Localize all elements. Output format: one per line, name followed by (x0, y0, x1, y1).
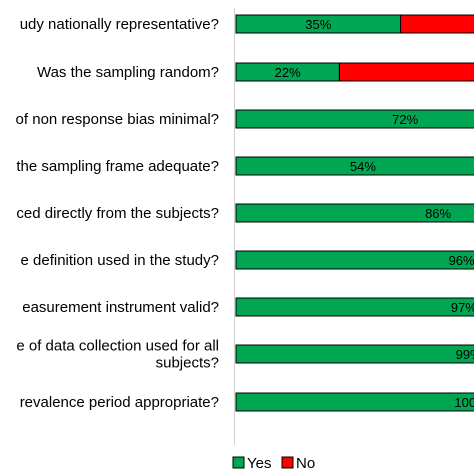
category-label: revalence period appropriate? (20, 394, 219, 411)
bar-yes (235, 203, 474, 223)
value-label: 35% (305, 17, 331, 32)
value-label: 86% (425, 206, 451, 221)
value-labels: 35% 22% 72% 54% 86% 96% 97% 99% 100% (275, 17, 474, 410)
bar-yes (235, 109, 474, 129)
category-label: e definition used in the study? (21, 252, 219, 269)
value-label: 96% (449, 253, 474, 268)
bar-yes (235, 297, 474, 317)
category-label: the sampling frame adequate? (16, 158, 219, 175)
value-label: 54% (350, 159, 376, 174)
bar-no (400, 14, 474, 34)
bar-yes (235, 344, 474, 364)
bar-yes (235, 392, 474, 412)
legend-label: No (296, 455, 315, 472)
value-label: 22% (275, 65, 301, 80)
legend-swatch (232, 456, 245, 469)
bar-no (338, 62, 474, 82)
category-label: Was the sampling random? (37, 64, 219, 81)
value-label: 99% (456, 347, 474, 362)
bar-yes (235, 250, 474, 270)
category-label: ced directly from the subjects? (16, 205, 219, 222)
category-label: easurement instrument valid? (22, 299, 219, 316)
bars (235, 14, 474, 412)
bar-yes (235, 156, 474, 176)
category-label: of non response bias minimal? (16, 111, 219, 128)
value-label: 100% (454, 395, 474, 410)
legend-label: Yes (247, 455, 271, 472)
category-labels: udy nationally representative? Was the sa… (16, 16, 219, 411)
legend-swatch (281, 456, 294, 469)
value-label: 72% (392, 112, 418, 127)
value-label: 97% (451, 300, 474, 315)
legend: Yes No (232, 455, 315, 472)
category-label: e of data collection used for all subject… (16, 338, 219, 372)
category-label: udy nationally representative? (20, 16, 219, 33)
